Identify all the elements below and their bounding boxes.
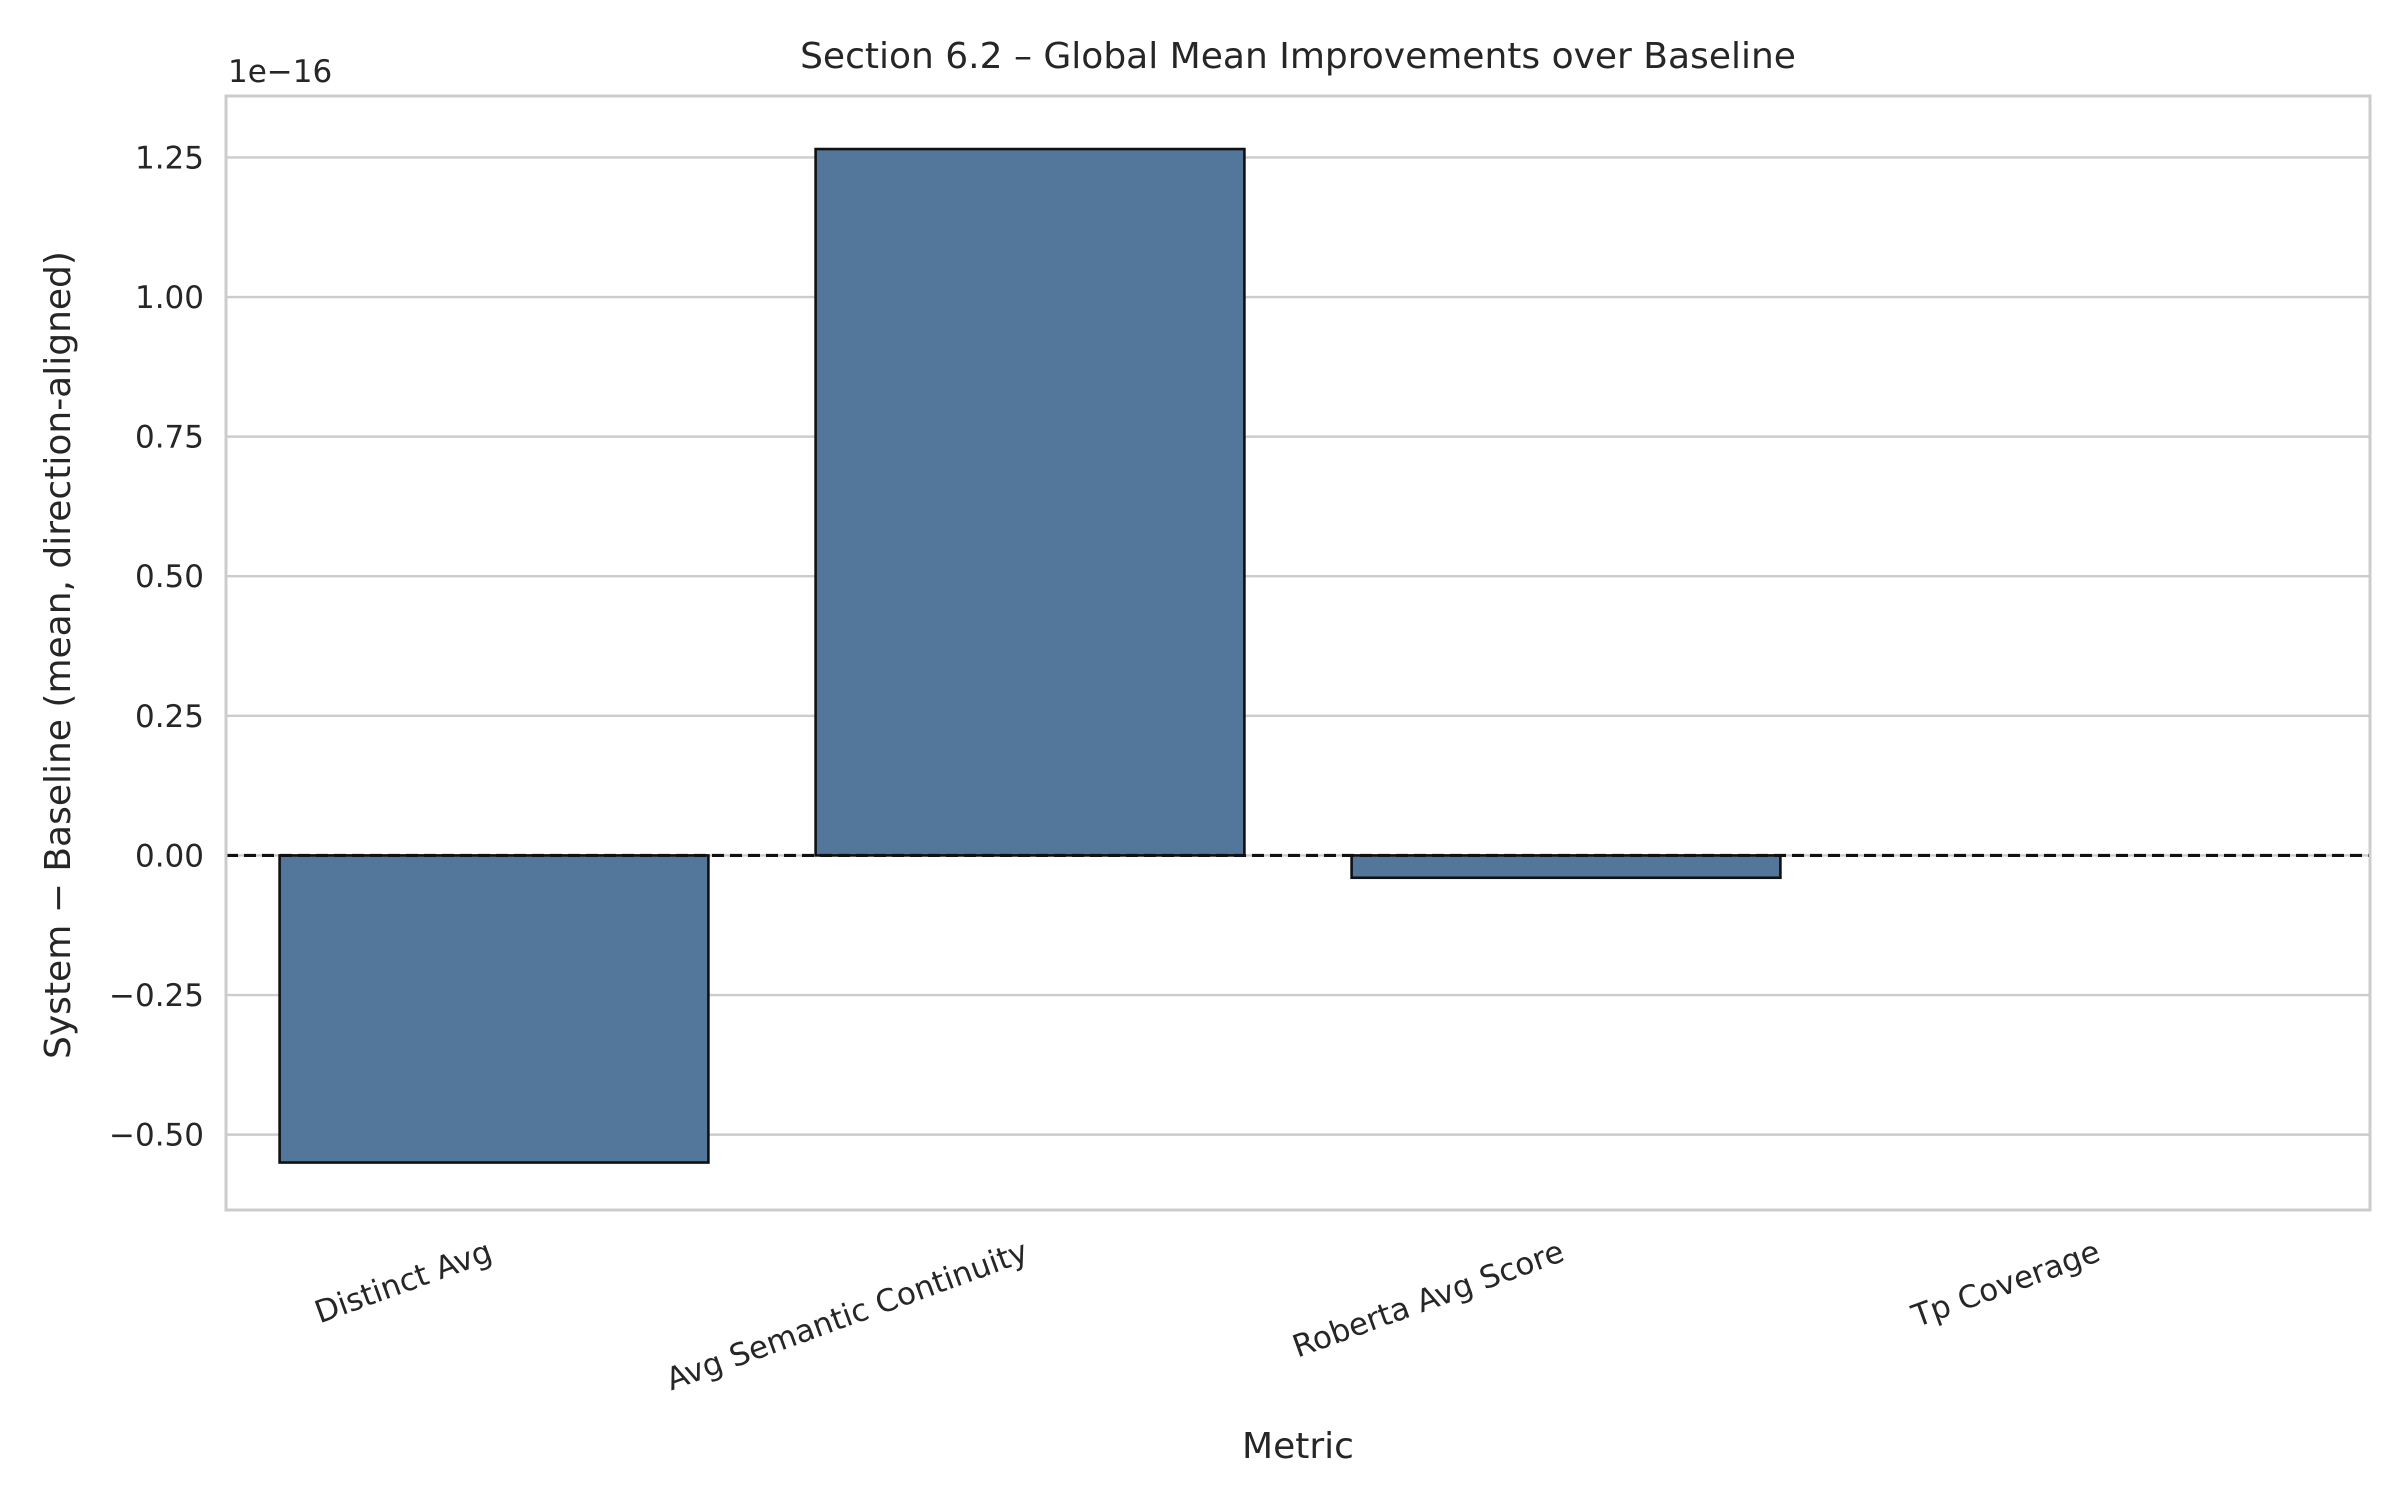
y-tick-label: 0.75	[135, 420, 204, 456]
y-axis-label: System − Baseline (mean, direction-align…	[38, 251, 79, 1059]
bar	[814, 147, 1246, 857]
y-tick-label: 0.00	[135, 838, 204, 874]
y-tick-label: −0.25	[109, 978, 204, 1014]
x-tick-label: Distinct Avg	[310, 1234, 497, 1331]
y-tick-label: −0.50	[109, 1118, 204, 1154]
y-tick-labels: −0.50 −0.25 0.00 0.25 0.50 0.75 1.00 1.25	[109, 140, 204, 1153]
y-tick-label: 0.50	[135, 559, 204, 595]
y-tick-label: 1.25	[135, 140, 204, 176]
x-tick-label: Avg Semantic Continuity	[661, 1234, 1032, 1398]
x-tick-label: Roberta Avg Score	[1288, 1234, 1569, 1366]
x-axis-label: Metric	[1242, 1426, 1354, 1467]
y-tick-label: 1.00	[135, 280, 204, 316]
y-tick-label: 0.25	[135, 699, 204, 735]
chart-title: Section 6.2 – Global Mean Improvements o…	[800, 36, 1796, 77]
y-axis-offset-label: 1e−16	[228, 54, 332, 90]
plot-frame	[224, 94, 2372, 1212]
bar	[1350, 854, 1782, 880]
x-tick-labels: Distinct Avg Avg Semantic Continuity Rober…	[310, 1234, 2105, 1398]
x-tick-label: Tp Coverage	[1906, 1234, 2104, 1336]
bar	[278, 854, 710, 1164]
bars	[278, 147, 1782, 1164]
